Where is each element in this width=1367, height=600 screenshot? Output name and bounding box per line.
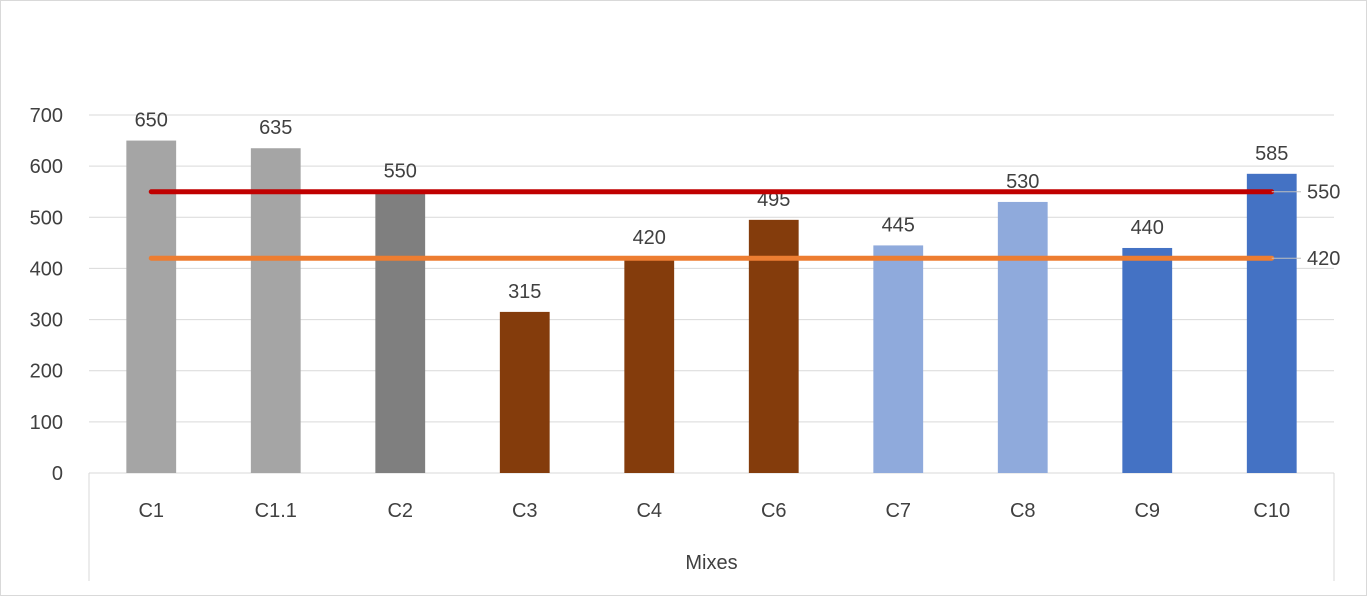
x-tick-label: C2 xyxy=(387,500,413,522)
data-label: 635 xyxy=(259,117,292,139)
x-axis-title: Mixes xyxy=(685,552,737,574)
x-tick-label: C1.1 xyxy=(255,500,297,522)
bar-c7 xyxy=(873,245,924,473)
x-tick-label: C4 xyxy=(636,500,662,522)
x-tick-label: C8 xyxy=(1010,500,1036,522)
reference-lines: 550 420 xyxy=(148,182,1340,270)
bar-c8 xyxy=(997,201,1048,473)
bars xyxy=(126,140,1297,474)
y-tick-label: 700 xyxy=(30,105,63,127)
y-tick-label: 0 xyxy=(52,463,63,485)
bar-c2 xyxy=(375,191,426,473)
y-tick-label: 400 xyxy=(30,258,63,280)
data-label: 495 xyxy=(757,189,790,211)
bar-c6 xyxy=(748,219,799,473)
x-tick-label: C10 xyxy=(1253,500,1290,522)
x-tick-label: C9 xyxy=(1134,500,1160,522)
y-tick-label: 500 xyxy=(30,207,63,229)
x-tick-label: C1 xyxy=(138,500,164,522)
bar-c1 xyxy=(126,140,177,474)
data-label: 585 xyxy=(1255,143,1288,165)
data-labels: 650 635 550 315 420 495 445 530 440 585 xyxy=(135,110,1289,303)
data-label: 315 xyxy=(508,281,541,303)
y-tick-label: 100 xyxy=(30,412,63,434)
bar-c10 xyxy=(1246,173,1297,474)
y-tick-label: 300 xyxy=(30,310,63,332)
y-axis-tick-labels: 0 100 200 300 400 500 600 700 xyxy=(30,105,63,485)
x-tick-label: C7 xyxy=(885,500,911,522)
y-tick-label: 600 xyxy=(30,156,63,178)
y-tick-label: 200 xyxy=(30,361,63,383)
data-label: 550 xyxy=(384,161,417,183)
x-axis-tick-labels: C1 C1.1 C2 C3 C4 C6 C7 C8 C9 C10 xyxy=(138,500,1290,522)
data-label: 650 xyxy=(135,110,168,132)
bar-c9 xyxy=(1122,247,1173,473)
x-tick-label: C6 xyxy=(761,500,787,522)
data-label: 445 xyxy=(882,214,915,236)
reference-line-label: 550 xyxy=(1307,182,1340,204)
bar-c1-1 xyxy=(250,148,301,473)
x-tick-label: C3 xyxy=(512,500,538,522)
data-label: 440 xyxy=(1131,217,1164,239)
bar-c3 xyxy=(499,311,550,473)
data-label: 530 xyxy=(1006,171,1039,193)
bar-c4 xyxy=(624,258,675,473)
data-label: 420 xyxy=(633,227,666,249)
reference-line-label: 420 xyxy=(1307,248,1340,270)
